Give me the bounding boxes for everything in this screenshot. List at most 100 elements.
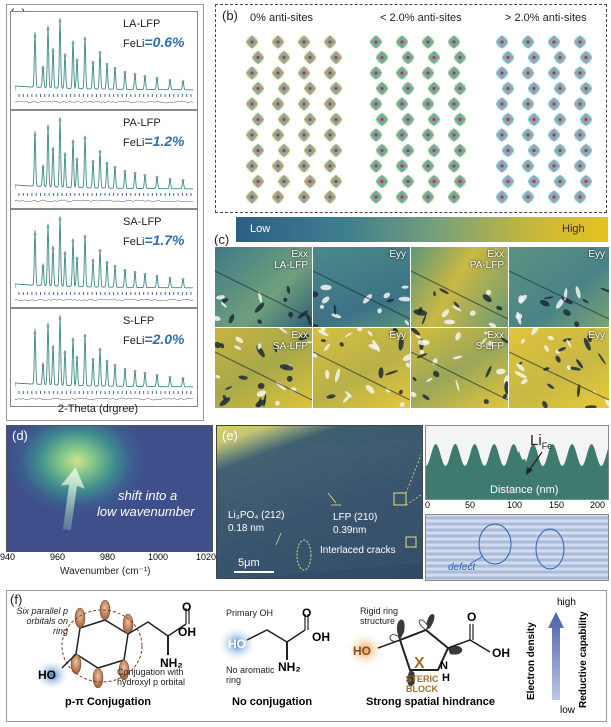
strain-map-tile: Eyy (508, 327, 610, 409)
profile-panel (425, 425, 609, 500)
x-tick: 200 (590, 500, 606, 510)
panel-b-label: (b) (222, 8, 238, 23)
cracks-label: Interlaced cracks (320, 545, 396, 556)
profile-xlabel: Distance (nm) (490, 484, 559, 496)
c1-note-2: Conjugation with hydroxyl p orbital (117, 667, 186, 687)
lipo4-label: Li₃PO₄ (212) (228, 510, 285, 521)
life-arrow-icon (526, 451, 543, 475)
c3-oh: OH (492, 646, 510, 660)
lipo4-spacing: 0.18 nm (228, 523, 265, 534)
shift-arrow-icon (60, 467, 85, 531)
panel-d-plot (6, 425, 213, 552)
strain-map-label: Exx SA-LFP (272, 330, 308, 352)
strain-map-label: Eyy (588, 249, 605, 260)
strain-map-tile: Eyy (312, 327, 411, 409)
defect-label: defect (448, 562, 476, 573)
panel-b-title-2: < 2.0% anti-sites (380, 12, 462, 24)
c3-block: STERIC BLOCK (405, 674, 439, 694)
x-tick: 940 (0, 552, 16, 562)
feli-text: FeLi=0.6% (123, 34, 185, 50)
strain-map-label: Eyy (389, 249, 406, 260)
panel-d-annotation-2: low wavenumber (97, 504, 195, 519)
c2-oh: OH (312, 630, 330, 644)
panel-e-label: (e) (222, 428, 238, 443)
x-tick: 1020 (196, 552, 217, 562)
xrd-panel-la: LA-LFP FeLi=0.6% (10, 11, 198, 110)
x-tick: 960 (50, 552, 66, 562)
scale-bar-label: 5μm (238, 557, 260, 569)
c3-title: Strong spatial hindrance (366, 696, 495, 708)
colorbar-high: High (562, 223, 585, 235)
sample-name: PA-LFP (123, 117, 161, 129)
sample-name: LA-LFP (123, 18, 161, 30)
xrd-panel-pa: PA-LFP FeLi=1.2% (10, 110, 198, 209)
panel-d-xlabel: Wavenumber (cm⁻¹) (60, 566, 151, 577)
strain-map-label: Exx LA-LFP (274, 249, 308, 271)
defect-markers (469, 523, 565, 570)
feli-text: FeLi=2.0% (123, 331, 185, 347)
tem-annotations (275, 454, 421, 571)
scale-high: high (557, 597, 576, 608)
strain-map-tile: Exx LA-LFP (214, 246, 313, 328)
molecule-ring (345, 614, 491, 687)
xrd-pattern (15, 18, 193, 104)
lattice-image (425, 514, 609, 581)
x-tick: 980 (100, 552, 116, 562)
x-tick: 1000 (148, 552, 169, 562)
c2-title: No conjugation (232, 696, 313, 708)
c2-note-2: No aromatic ring (226, 665, 275, 685)
lfp-spacing: 0.39nm (333, 525, 367, 536)
panel-b-title-3: > 2.0% anti-sites (505, 12, 587, 24)
tem-image (216, 425, 423, 579)
c2-o: O (302, 606, 312, 620)
sample-name: SA-LFP (123, 216, 162, 228)
strain-map-label: Eyy (588, 330, 605, 341)
profile-ticks: 0 50 100 150 200 (425, 500, 610, 512)
xrd-panel-sa: SA-LFP FeLi=1.7% (10, 209, 198, 308)
strain-map-tile: Exx SA-LFP (214, 327, 313, 409)
molecule-aromatic (34, 600, 190, 691)
c3-ho: HO (353, 644, 371, 658)
xrd-pattern (15, 216, 193, 302)
crystal-structure-2 (370, 35, 466, 204)
strain-map-tile: Exx PA-LFP (410, 246, 509, 328)
panel-d-annotation-1: shift into a (118, 488, 178, 503)
scale-bar (234, 571, 274, 573)
sample-name: S-LFP (123, 315, 155, 327)
strain-map-tile: Eyy (508, 246, 610, 328)
feli-text: FeLi=1.7% (123, 232, 185, 248)
strain-map-label: Eyy (389, 330, 406, 341)
c2-note-1: Primary OH (226, 608, 273, 618)
c3-n: N (440, 660, 448, 672)
colorbar-low: Low (250, 223, 271, 235)
x-tick: 100 (507, 500, 523, 510)
colorbar (236, 217, 608, 242)
panel-f-label: (f) (10, 592, 23, 607)
trend-label-1: Electron density (526, 622, 537, 700)
x-tick: 50 (465, 500, 476, 510)
c3-h: H (442, 672, 450, 684)
scale-low: low (560, 705, 576, 716)
c3-o: O (467, 610, 477, 624)
xrd-pattern (15, 315, 193, 401)
strain-map-tile: Exx S-LFP (410, 327, 509, 409)
intensity-profile (426, 444, 608, 499)
c3-x: X (414, 655, 425, 672)
feli-text: FeLi=1.2% (123, 133, 185, 149)
c3-note-1: Rigid ring structure (360, 606, 399, 626)
panel-d-label: (d) (12, 428, 28, 443)
strain-map-label: Exx S-LFP (475, 330, 504, 352)
life-label: LiFe (530, 432, 553, 451)
c2-nh2: NH₂ (278, 660, 301, 674)
strain-map-label: Exx PA-LFP (469, 249, 504, 271)
c1-o: O (182, 600, 192, 614)
c1-nh2: NH₂ (160, 656, 183, 670)
strain-map-tile: Eyy (312, 246, 411, 328)
panel-b-title-1: 0% anti-sites (250, 12, 313, 24)
xrd-pattern (15, 117, 193, 203)
panel-d-ticks: 940 960 980 1000 1020 (0, 552, 216, 564)
crystal-structure-1 (246, 35, 342, 204)
panel-c-label: (c) (214, 232, 230, 247)
crystal-structure-3 (496, 35, 592, 204)
trend-arrow-icon (548, 612, 564, 700)
